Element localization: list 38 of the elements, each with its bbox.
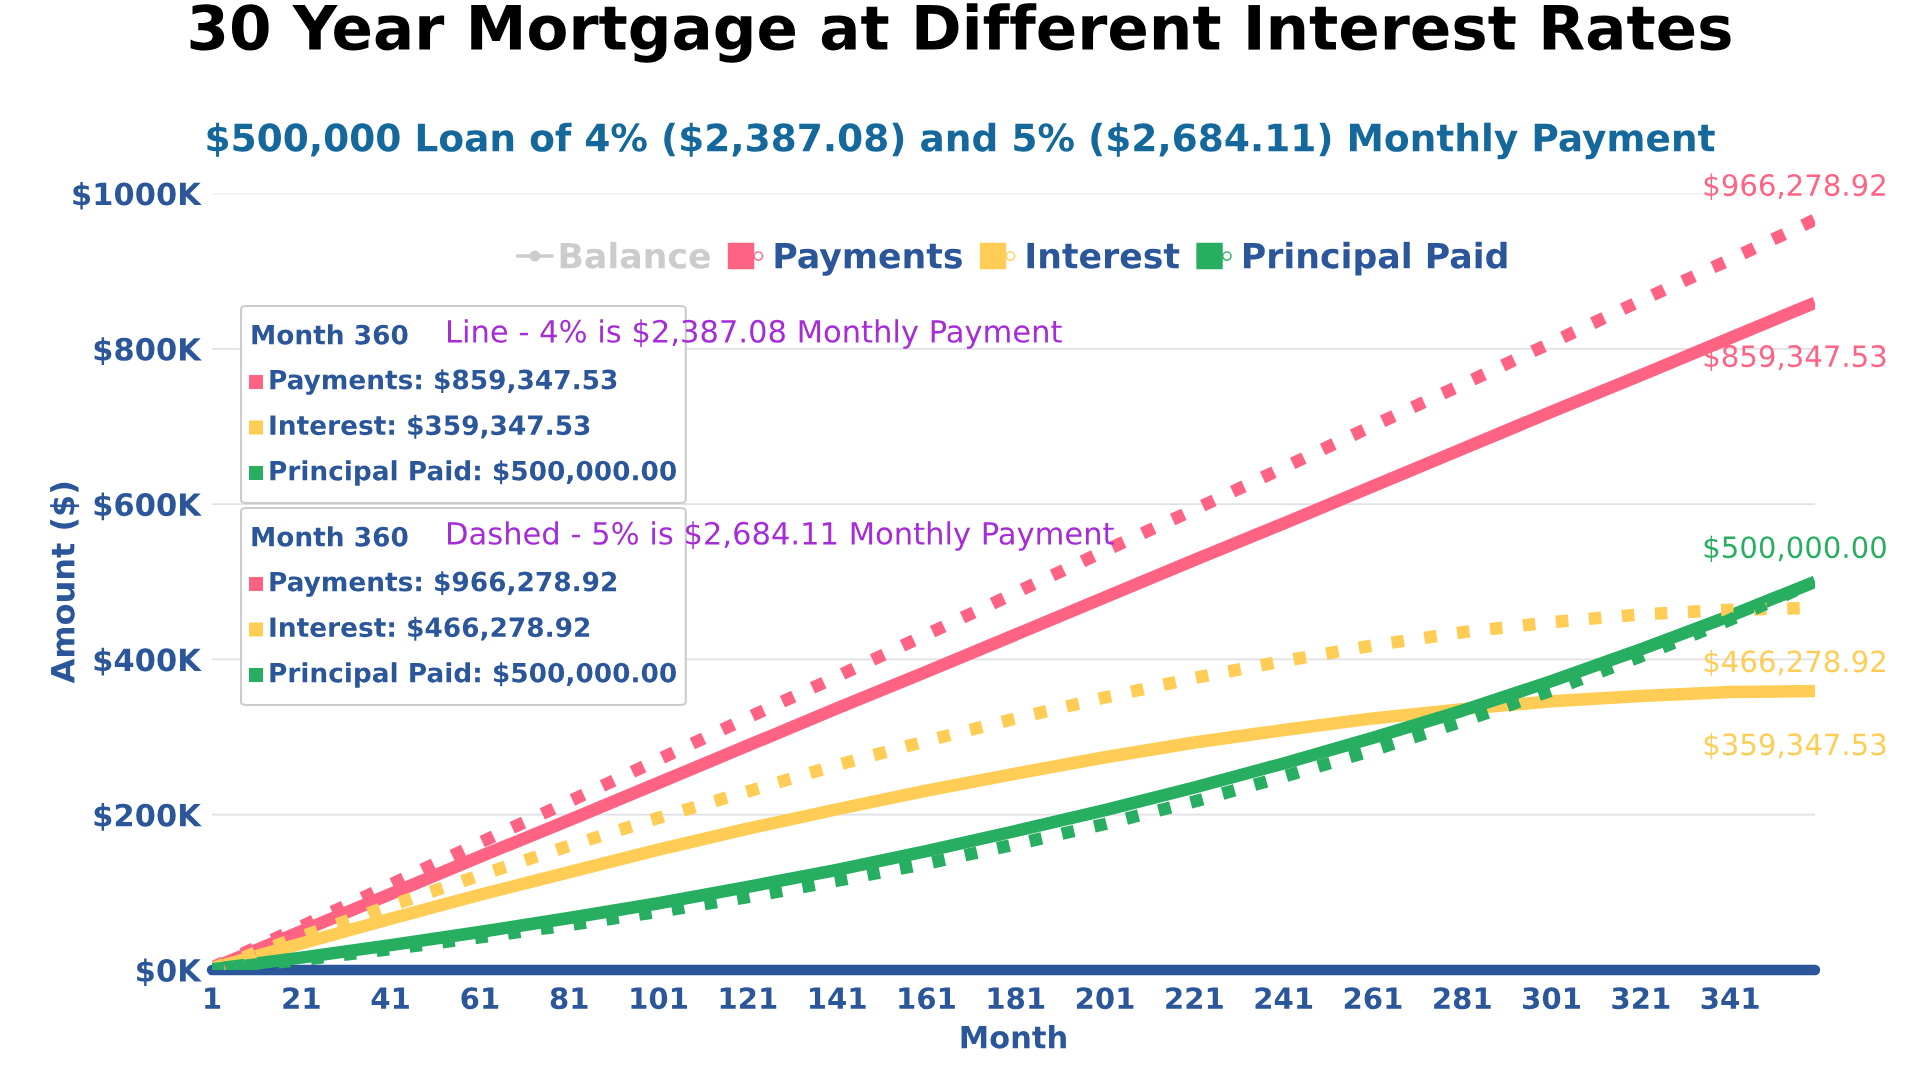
x-tick-label: 201 [1076,987,1134,1010]
x-tick-label: 61 [461,987,499,1010]
x-tick-label: 101 [631,987,687,1010]
x-tick-label: 341 [1701,987,1759,1010]
annotation: Dashed - 5% is $2,684.11 Monthly Payment [448,521,1114,551]
chart-title: 30 Year Mortgage at Different Interest Rates [190,3,1731,63]
legend-label: Interest [1027,242,1180,269]
x-tick-label: 281 [1434,987,1491,1010]
x-axis-title: Month [961,1025,1066,1049]
legend-label: Principal Paid [1243,241,1507,276]
x-tick-label: 41 [371,987,409,1009]
x-tick-label: 181 [988,987,1045,1010]
x-tick-label: 141 [809,987,866,1009]
x-tick-label: 321 [1612,987,1670,1010]
x-tick-label: 1 [205,987,221,1009]
data-label: $859,347.53 [1704,344,1886,372]
chart-subtitle: $500,000 Loan of 4% ($2,387.08) and 5% ($2,684.11) Monthly Payment [207,122,1715,160]
x-tick-label: 301 [1523,987,1580,1010]
x-tick-label: 21 [283,987,320,1009]
y-tick-label: $1000K [73,181,202,210]
data-label: $359,347.53 [1704,732,1886,760]
x-tick-label: 81 [550,987,588,1010]
data-label: $966,278.92 [1704,173,1885,201]
y-tick-label: $400K [94,647,202,676]
y-tick-label: $0K [137,958,202,987]
y-tick-label: $800K [94,337,202,365]
data-label: $500,000.00 [1704,535,1886,563]
y-tick-label: $200K [94,803,202,831]
x-tick-label: 161 [899,987,955,1010]
x-tick-label: 121 [720,987,777,1009]
x-tick-label: 221 [1166,987,1223,1009]
x-tick-label: 241 [1255,987,1313,1009]
y-axis-title: Amount ($) [50,482,80,684]
y-tick-label: $600K [94,492,202,521]
legend-label: Payments [775,242,962,276]
x-tick-label: 261 [1344,987,1402,1010]
data-label: $466,278.92 [1704,649,1885,677]
annotation: Line - 4% is $2,387.08 Monthly Payment [448,319,1062,349]
